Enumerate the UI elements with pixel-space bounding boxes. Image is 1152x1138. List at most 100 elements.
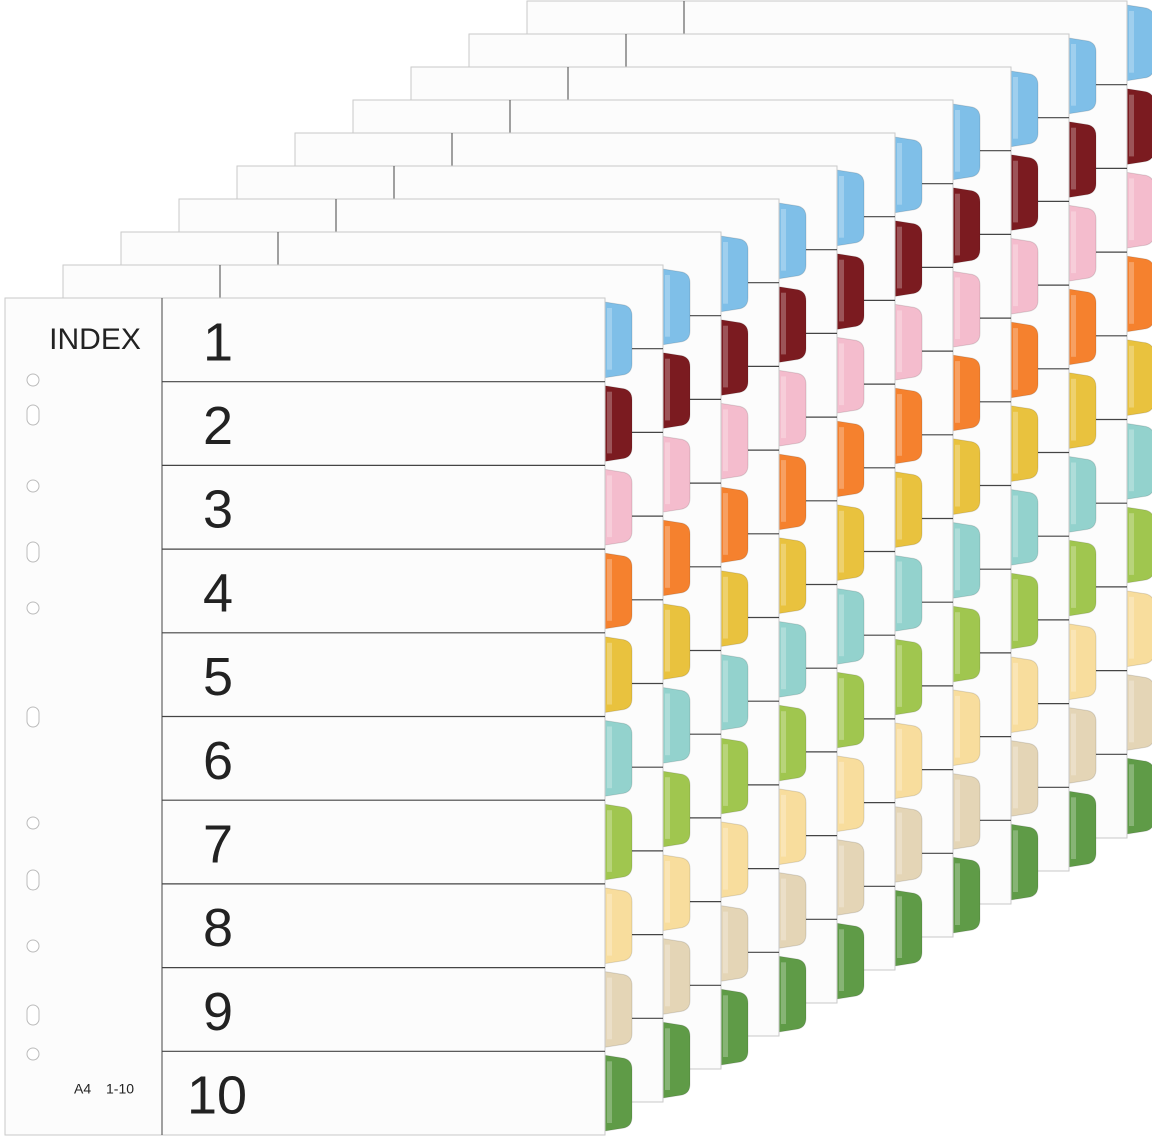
color-tab: [836, 169, 865, 247]
color-tab: [662, 938, 691, 1015]
color-tab: [836, 922, 865, 1000]
color-tab: [836, 839, 865, 916]
color-tab: [720, 235, 749, 313]
color-tab: [952, 354, 981, 432]
tab-shine: [665, 777, 670, 839]
tab-shine: [1129, 94, 1134, 157]
color-tab: [1126, 422, 1152, 500]
tab-shine: [723, 325, 728, 388]
color-tab: [604, 971, 633, 1048]
tab-shine: [897, 896, 902, 958]
color-tab: [778, 369, 807, 447]
tab-shine: [781, 878, 786, 941]
color-tab: [1126, 4, 1152, 82]
tab-shine: [607, 893, 612, 956]
tab-shine: [955, 528, 960, 591]
tab-number: 7: [203, 814, 233, 874]
tab-shine: [723, 660, 728, 723]
color-tab: [1068, 707, 1097, 784]
punch-hole: [26, 373, 40, 387]
color-tab: [836, 587, 865, 665]
tab-shine: [665, 275, 670, 337]
tab-shine: [1129, 429, 1134, 492]
color-tab: [952, 270, 981, 348]
tab-number: 10: [187, 1066, 247, 1126]
color-tab: [778, 955, 807, 1033]
tab-shine: [607, 308, 612, 370]
color-tab: [1010, 572, 1039, 650]
color-tab: [604, 887, 633, 965]
tab-shine: [665, 944, 670, 1007]
color-tab: [894, 889, 923, 967]
color-tab: [952, 187, 981, 264]
color-tab: [836, 755, 865, 833]
tab-shine: [665, 526, 670, 588]
color-tab: [1010, 823, 1039, 901]
color-tab: [720, 402, 749, 480]
tab-shine: [955, 863, 960, 925]
color-tab: [778, 704, 807, 782]
tab-shine: [1071, 211, 1076, 274]
tab-shine: [781, 962, 786, 1024]
color-tab: [836, 504, 865, 582]
tab-shine: [839, 343, 844, 406]
tab-shine: [897, 477, 902, 540]
color-tab: [836, 671, 865, 749]
tab-shine: [607, 977, 612, 1040]
tab-shine: [839, 427, 844, 489]
color-tab: [1068, 288, 1097, 366]
tab-shine: [839, 510, 844, 573]
tab-shine: [1071, 713, 1076, 776]
tab-shine: [897, 812, 902, 875]
tab-shine: [839, 594, 844, 657]
color-tab: [952, 689, 981, 767]
color-tab: [720, 319, 749, 396]
tab-shine: [1071, 797, 1076, 859]
color-tab: [1068, 372, 1097, 450]
tab-shine: [665, 358, 670, 421]
tab-shine: [955, 277, 960, 340]
tab-shine: [723, 576, 728, 639]
tab-shine: [781, 292, 786, 355]
color-tab: [778, 620, 807, 698]
color-tab: [662, 268, 691, 346]
tab-shine: [781, 460, 786, 522]
tab-shine: [955, 695, 960, 758]
tab-number: 9: [203, 982, 233, 1042]
color-tab: [1010, 154, 1039, 231]
color-tab: [894, 554, 923, 632]
tab-shine: [955, 361, 960, 423]
tab-shine: [1013, 495, 1018, 558]
color-tab: [720, 653, 749, 731]
color-tab: [1010, 70, 1039, 148]
color-tab: [604, 719, 633, 797]
tab-shine: [607, 726, 612, 789]
tab-shine: [955, 779, 960, 842]
tab-shine: [897, 310, 902, 373]
tab-shine: [1129, 680, 1134, 743]
color-tab: [836, 253, 865, 330]
tab-shine: [1071, 546, 1076, 608]
color-tab: [662, 1021, 691, 1099]
color-tab: [720, 737, 749, 815]
tab-shine: [1013, 77, 1018, 139]
tab-shine: [1071, 462, 1076, 525]
punch-hole: [26, 706, 40, 728]
tab-number: 2: [203, 396, 233, 456]
tab-shine: [723, 409, 728, 472]
color-tab: [604, 301, 633, 379]
color-tab: [778, 453, 807, 531]
color-tab: [1010, 321, 1039, 399]
tab-shine: [781, 209, 786, 271]
tab-shine: [955, 612, 960, 674]
tab-shine: [665, 693, 670, 756]
color-tab: [1068, 37, 1097, 115]
color-tab: [1010, 237, 1039, 315]
tab-shine: [1129, 764, 1134, 826]
tab-shine: [839, 761, 844, 824]
tab-shine: [781, 627, 786, 690]
tab-shine: [1129, 345, 1134, 408]
color-tab: [662, 686, 691, 764]
tab-shine: [781, 711, 786, 773]
